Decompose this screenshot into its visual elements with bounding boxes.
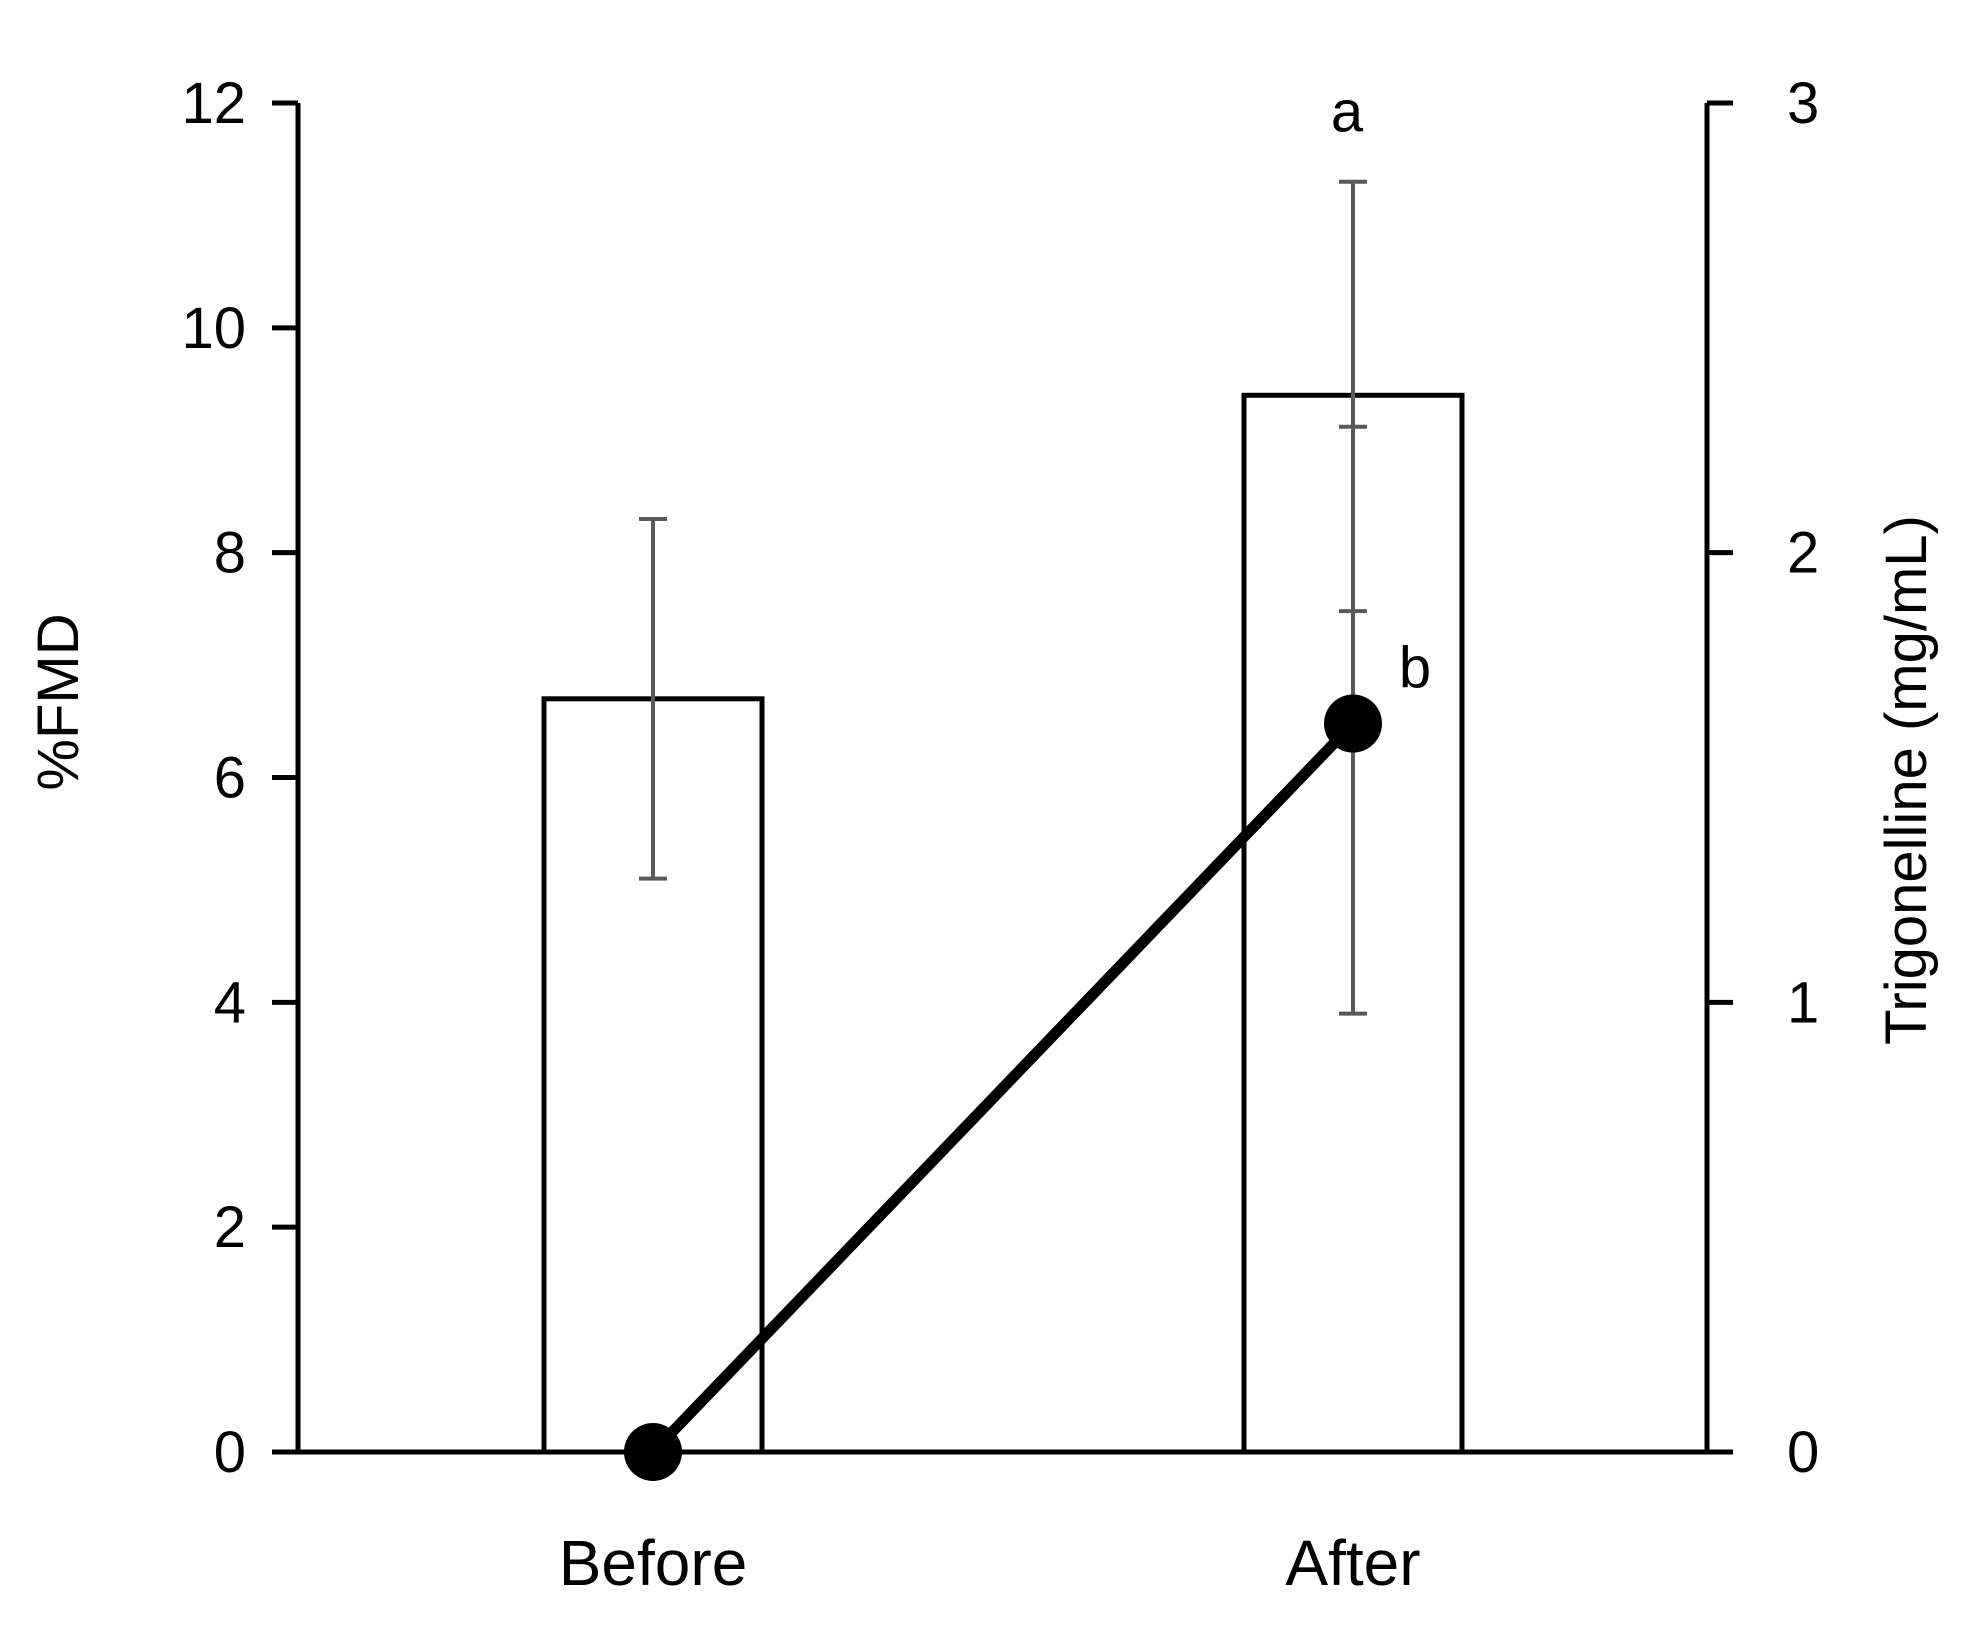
right-tick-label: 1 [1787, 970, 1819, 1035]
right-tick-label: 2 [1787, 521, 1819, 586]
line-point-after [1324, 694, 1382, 753]
left-tick-label: 6 [214, 746, 246, 811]
annotations-layer: ab [1331, 80, 1431, 701]
trigonelline-line [649, 719, 1357, 1456]
right-axis-ticks: 0 1 2 3 [1707, 71, 1819, 1485]
line-error-bars-layer [1339, 424, 1367, 614]
right-tick-label: 0 [1787, 1420, 1819, 1485]
category-label-after: After [1285, 1527, 1420, 1599]
left-tick-label: 10 [181, 296, 246, 361]
left-axis-ticks: 0 2 4 6 8 10 12 [181, 71, 298, 1485]
category-label-before: Before [559, 1527, 748, 1599]
bars-layer [541, 392, 1465, 1455]
annotation-b: b [1399, 636, 1431, 701]
left-axis-title: %FMD [26, 613, 91, 790]
left-tick-label: 4 [214, 970, 246, 1035]
left-tick-label: 8 [214, 521, 246, 586]
annotation-a: a [1331, 80, 1364, 145]
right-axis-title: Trigonelline (mg/mL) [1874, 515, 1939, 1045]
bar-error-before [639, 516, 667, 881]
right-tick-label: 3 [1787, 71, 1819, 136]
left-tick-label: 12 [181, 71, 246, 136]
line-error-after [1339, 424, 1367, 614]
left-tick-label: 2 [214, 1195, 246, 1260]
category-labels: Before After [559, 1527, 1421, 1599]
axes-layer [272, 103, 1733, 1455]
left-tick-label: 0 [214, 1420, 246, 1485]
